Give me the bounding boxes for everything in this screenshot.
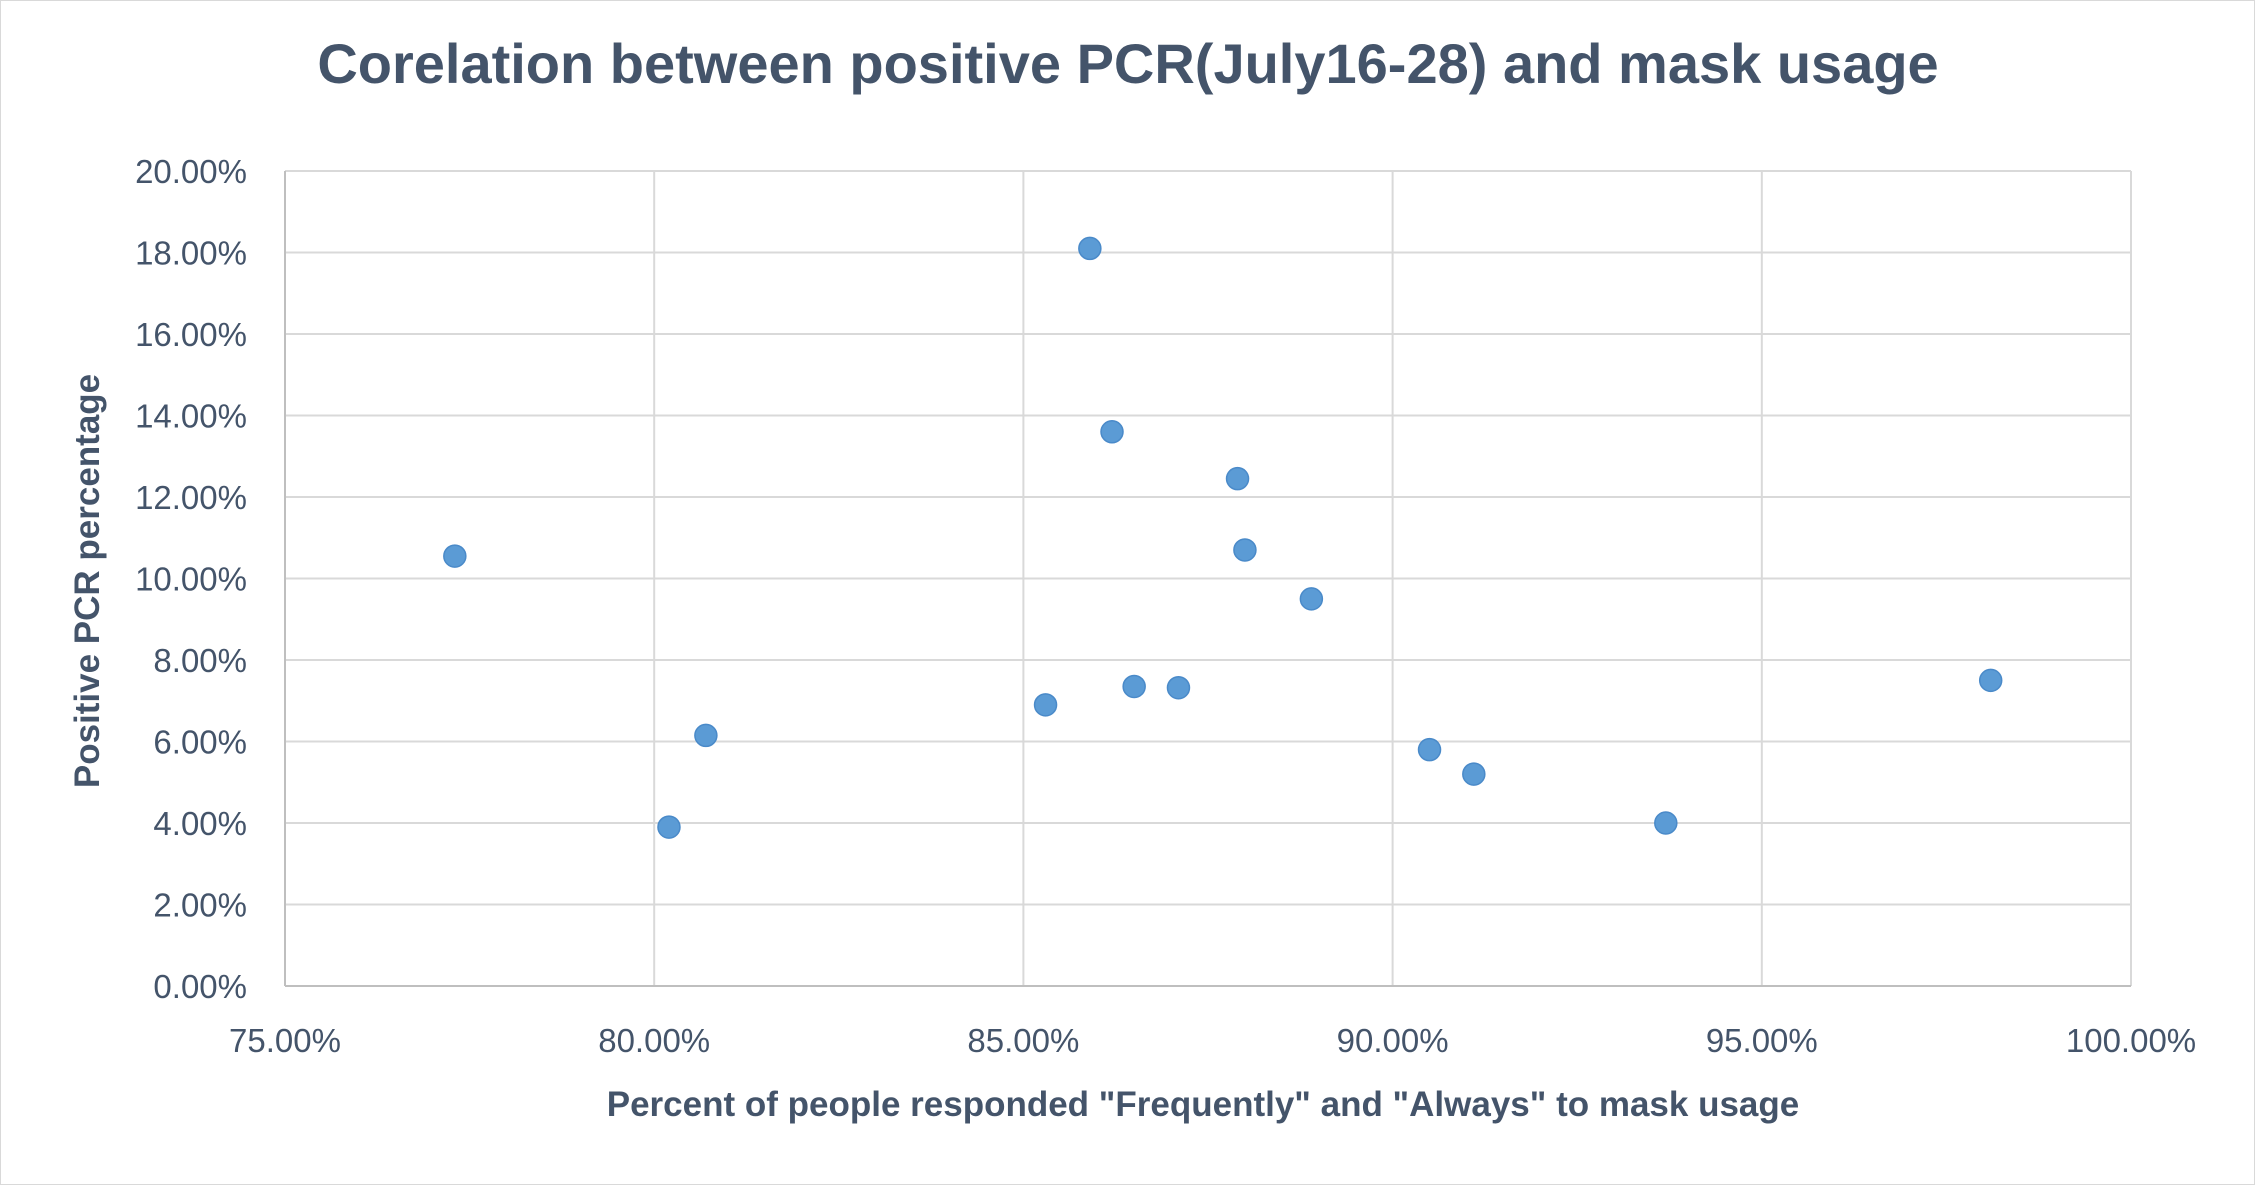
y-tick-label: 2.00% [153,887,247,924]
y-tick-label: 8.00% [153,642,247,679]
x-tick-label: 75.00% [229,1022,341,1059]
data-point [1078,236,1102,261]
y-tick-label: 20.00% [135,153,247,190]
data-point [1233,538,1257,562]
y-tick-label: 18.00% [135,235,247,272]
x-axis-tick-labels: 75.00% 80.00% 85.00% 90.00% 95.00% 100.00% [229,1022,2196,1059]
x-tick-label: 85.00% [967,1022,1079,1059]
gridlines [285,170,2132,986]
y-axis-tick-labels: 0.00% 2.00% 4.00% 6.00% 8.00% 10.00% 12.00% 14.… [135,153,247,1005]
data-point [1462,762,1486,786]
data-point [1100,420,1124,444]
data-point [1225,466,1250,491]
data-point [1299,587,1324,611]
data-point [1033,693,1058,717]
data-point [1166,675,1191,700]
chart-title: Corelation between positive PCR(July16-2… [317,32,1938,95]
x-tick-label: 80.00% [598,1022,710,1059]
axes [284,171,2131,987]
data-point [443,544,467,568]
data-point [1417,737,1442,762]
y-tick-label: 0.00% [153,968,247,1005]
y-tick-label: 6.00% [153,724,247,761]
data-point [1122,674,1146,699]
x-tick-label: 95.00% [1706,1022,1818,1059]
y-axis-title: Positive PCR percentage [68,374,107,788]
x-tick-label: 90.00% [1337,1022,1449,1059]
data-point [657,815,681,839]
y-tick-label: 16.00% [135,316,247,353]
y-tick-label: 12.00% [135,479,247,516]
y-tick-label: 14.00% [135,398,247,435]
y-tick-label: 10.00% [135,561,247,598]
data-point [694,723,718,748]
x-axis-title: Percent of people responded "Frequently"… [607,1085,1800,1124]
x-tick-label: 100.00% [2066,1022,2196,1059]
y-tick-label: 4.00% [153,805,247,842]
data-points [443,236,2003,839]
data-point [1978,668,2003,693]
data-point [1654,811,1678,835]
